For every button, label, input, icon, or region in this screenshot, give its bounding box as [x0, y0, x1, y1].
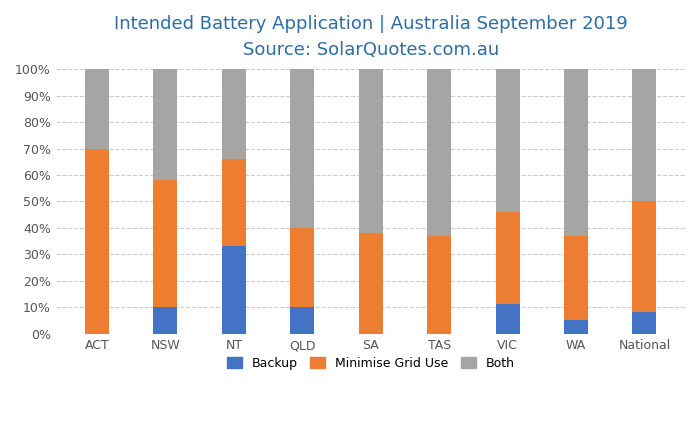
Bar [222, 246, 246, 333]
Bar [633, 312, 657, 333]
Bar [427, 69, 451, 236]
Bar [496, 212, 519, 304]
Bar [85, 69, 109, 148]
Bar [153, 307, 177, 333]
Bar [496, 69, 519, 212]
Bar [633, 69, 657, 201]
Legend: Backup, Minimise Grid Use, Both: Backup, Minimise Grid Use, Both [222, 352, 520, 375]
Bar [564, 69, 588, 236]
Bar [222, 69, 246, 159]
Bar [358, 233, 383, 333]
Bar [564, 320, 588, 333]
Bar [153, 69, 177, 180]
Bar [358, 69, 383, 233]
Bar [290, 228, 314, 307]
Bar [222, 159, 246, 246]
Bar [290, 69, 314, 228]
Bar [290, 307, 314, 333]
Bar [153, 180, 177, 307]
Bar [427, 236, 451, 333]
Bar [496, 304, 519, 333]
Bar [633, 201, 657, 312]
Title: Intended Battery Application | Australia September 2019
Source: SolarQuotes.com.: Intended Battery Application | Australia… [114, 15, 628, 60]
Bar [564, 236, 588, 320]
Bar [85, 148, 109, 333]
